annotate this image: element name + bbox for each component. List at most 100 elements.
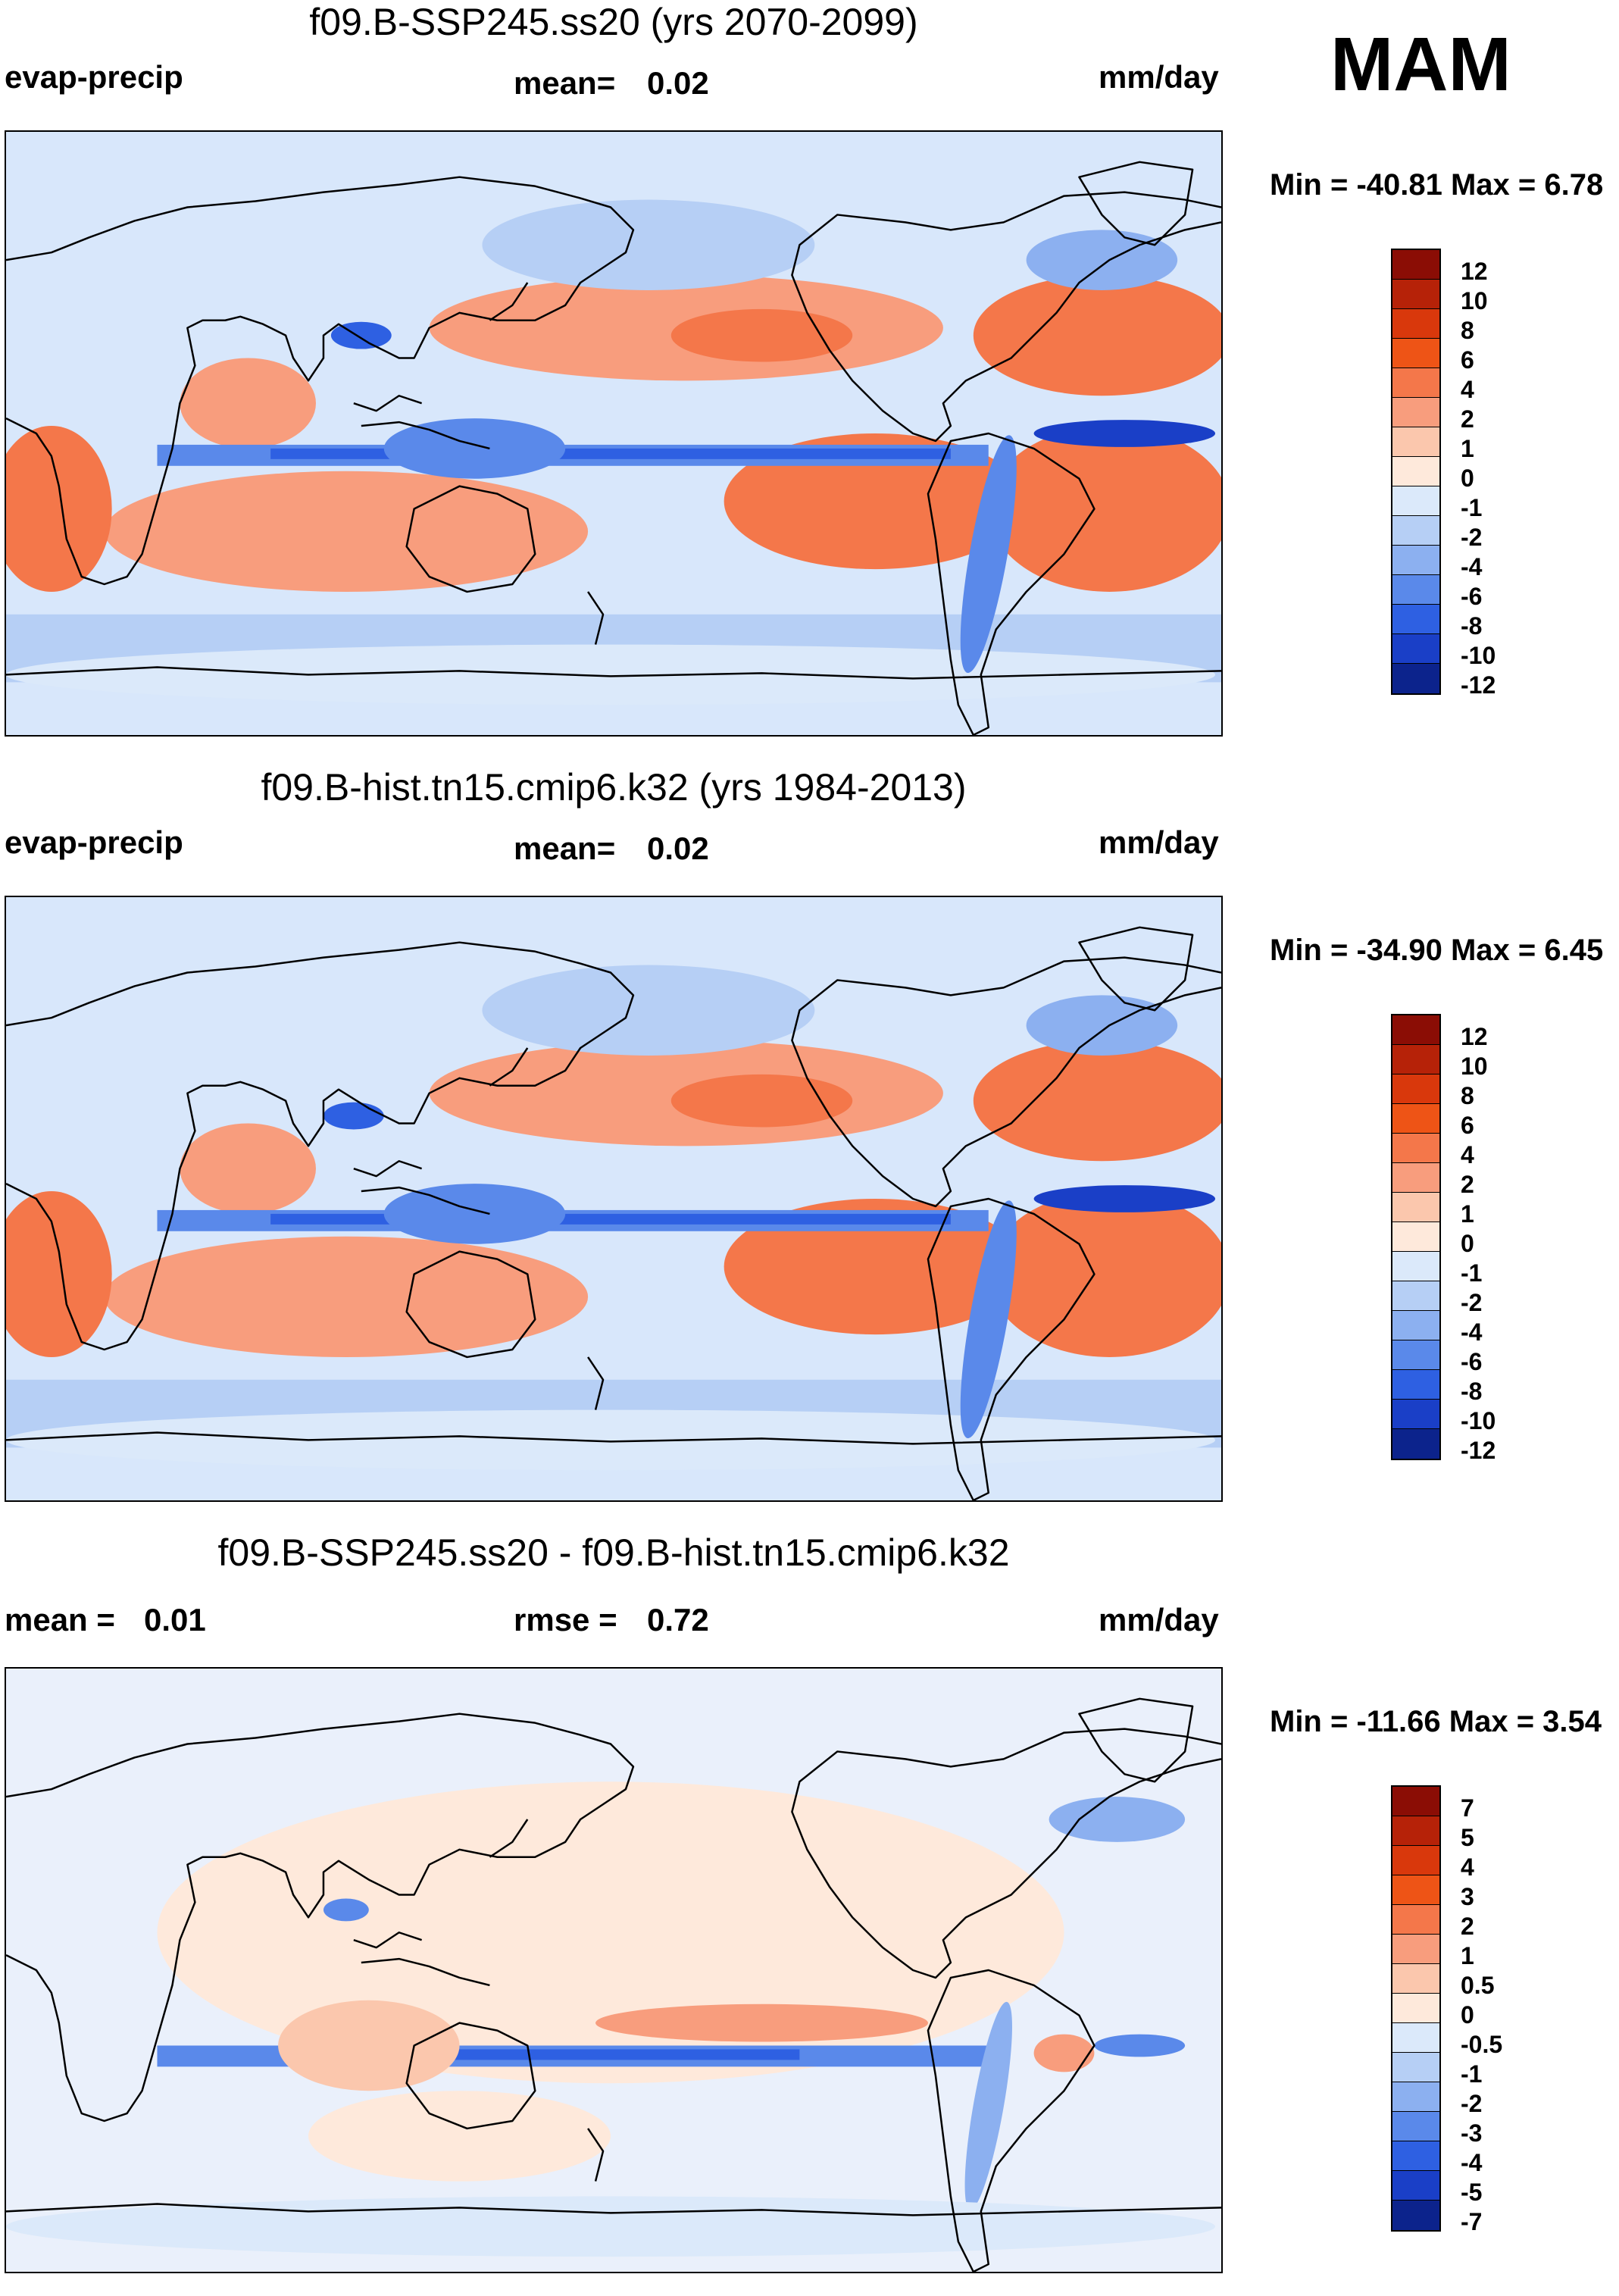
colorbar-swatch: [1392, 339, 1439, 368]
colorbar-tick-label: 0: [1461, 465, 1474, 492]
mean-value: 0.02: [647, 65, 709, 101]
field-blob: [724, 433, 1027, 570]
colorbar-swatch: [1392, 1964, 1439, 1994]
colorbar-swatch: [1392, 1252, 1439, 1281]
field-blob: [180, 1123, 316, 1214]
map-future: [5, 130, 1223, 737]
colorbar-swatch: [1392, 486, 1439, 516]
colorbar-tick-label: 6: [1461, 1112, 1474, 1139]
colorbar-tick-label: 8: [1461, 1082, 1474, 1109]
colorbar-swatch: [1392, 1846, 1439, 1875]
colorbar-tick-label: -1: [1461, 2060, 1483, 2088]
colorbar-swatch: [1392, 605, 1439, 634]
colorbar-tick-label: -10: [1461, 1407, 1496, 1434]
colorbar: [1391, 249, 1441, 695]
colorbar-tick-label: 0.5: [1461, 1972, 1495, 1999]
field-blob: [323, 1102, 384, 1130]
variable-name: evap-precip: [5, 59, 183, 95]
field-blob: [6, 1191, 112, 1357]
colorbar-tick-label: -2: [1461, 524, 1483, 551]
diff-mean-value: 0.01: [144, 1602, 206, 1638]
field-blob: [960, 1200, 1017, 1439]
field-blob: [988, 426, 1221, 592]
field-blob: [595, 2004, 928, 2042]
colorbar-tick-label: -8: [1461, 612, 1483, 640]
field-blob: [6, 426, 112, 592]
colorbar-swatch: [1392, 2053, 1439, 2082]
field-band: [421, 2049, 800, 2060]
field-blob: [1033, 2034, 1095, 2072]
units-label: mm/day: [1099, 824, 1219, 860]
coastline: [791, 956, 1221, 1208]
coastline: [6, 2203, 1221, 2216]
colorbar-tick-label: -2: [1461, 1289, 1483, 1316]
field-blob: [1033, 420, 1216, 447]
coastline: [6, 666, 1221, 680]
colorbar-swatch: [1392, 2171, 1439, 2201]
coastline: [361, 421, 490, 450]
colorbar-swatch: [1392, 1163, 1439, 1193]
coastline: [353, 1932, 423, 1949]
colorbar-tick-label: -12: [1461, 671, 1496, 699]
colorbar-swatch: [1392, 1340, 1439, 1370]
colorbar-swatch: [1392, 1104, 1439, 1134]
colorbar-tick-label: 10: [1461, 287, 1488, 314]
coastline: [6, 1431, 1221, 1445]
panel-historical: f09.B-hist.tn15.cmip6.k32 (yrs 1984-2013…: [0, 765, 1619, 1531]
coastline: [927, 432, 1095, 735]
colorbar-tick-label: -4: [1461, 2149, 1483, 2176]
colorbar-tick-label: -12: [1461, 1437, 1496, 1464]
field-blob: [960, 435, 1017, 674]
colorbar-tick-label: 10: [1461, 1053, 1488, 1080]
min-max-label: Min = -40.81 Max = 6.78: [1270, 168, 1604, 202]
field-blob: [973, 1040, 1221, 1162]
map-difference: [5, 1667, 1223, 2273]
colorbar-swatch: [1392, 2201, 1439, 2230]
field-blob: [724, 1199, 1027, 1335]
variable-name: evap-precip: [5, 824, 183, 860]
colorbar-swatch: [1392, 280, 1439, 309]
colorbar-tick-label: 6: [1461, 346, 1474, 374]
colorbar-swatch: [1392, 427, 1439, 457]
colorbar-tick-label: -2: [1461, 2090, 1483, 2117]
colorbar-tick-label: -3: [1461, 2119, 1483, 2147]
field-blob: [180, 358, 316, 449]
colorbar-tick-label: 2: [1461, 1913, 1474, 1940]
coastline: [405, 485, 536, 593]
colorbar-swatch: [1392, 1015, 1439, 1045]
colorbar-tick-label: -6: [1461, 583, 1483, 610]
field-blob: [670, 308, 853, 362]
field-blob: [6, 1409, 1216, 1471]
field-blob: [278, 2000, 460, 2091]
colorbar-tick-label: 7: [1461, 1794, 1474, 1822]
colorbar-swatch: [1392, 546, 1439, 575]
field-band: [270, 1213, 951, 1225]
field-band: [270, 448, 951, 459]
colorbar-swatch: [1392, 634, 1439, 664]
colorbar-tick-label: 1: [1461, 1942, 1474, 1969]
colorbar-swatch: [1392, 575, 1439, 605]
colorbar-swatch: [1392, 250, 1439, 280]
coastline: [6, 941, 635, 1351]
colorbar-tick-label: 12: [1461, 258, 1488, 285]
colorbar-swatch: [1392, 2141, 1439, 2171]
colorbar-swatch: [1392, 1935, 1439, 1964]
colorbar-tick-label: -1: [1461, 1259, 1483, 1287]
coastline: [489, 282, 529, 321]
coastline: [1078, 1697, 1194, 1783]
colorbar-tick-label: -5: [1461, 2179, 1483, 2206]
units-label: mm/day: [1099, 59, 1219, 95]
diff-mean-label: mean =: [5, 1602, 115, 1638]
mean-label: mean=: [514, 65, 616, 101]
coastline: [489, 1819, 529, 1858]
mean-label: mean=: [514, 831, 616, 866]
panel-title: f09.B-SSP245.ss20 - f09.B-hist.tn15.cmip…: [217, 1531, 1010, 1574]
colorbar-tick-label: 0: [1461, 2001, 1474, 2029]
coastline: [587, 1356, 605, 1410]
field-blob: [482, 199, 815, 290]
colorbar-tick-label: -10: [1461, 642, 1496, 669]
field-blob: [1094, 2034, 1186, 2057]
colorbar-swatch: [1392, 1311, 1439, 1340]
colorbar-tick-label: 1: [1461, 1200, 1474, 1228]
coastline: [353, 1160, 423, 1178]
